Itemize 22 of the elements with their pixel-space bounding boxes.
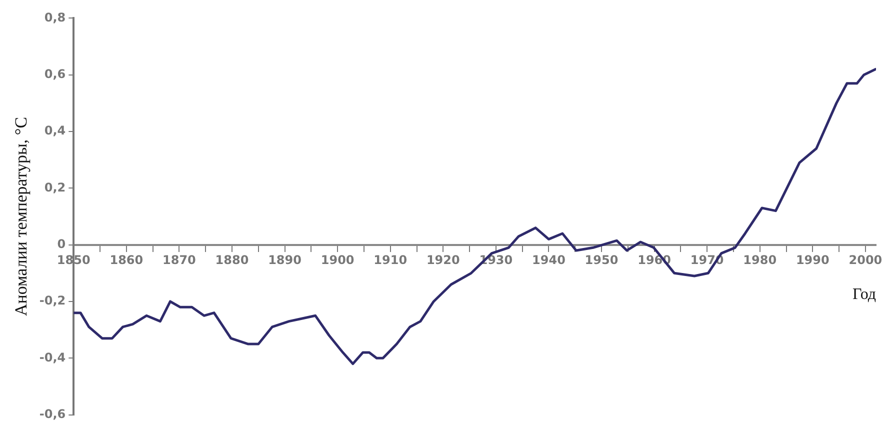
x-tick-label: 1900 <box>320 253 354 268</box>
y-tick-label: -0,2 <box>39 294 66 308</box>
x-tick-label: 1870 <box>162 253 196 268</box>
y-tick-label: 0,2 <box>44 180 66 194</box>
x-tick-label: 1880 <box>215 253 249 268</box>
x-tick-label: 1950 <box>584 253 618 268</box>
x-tick-label: 1940 <box>532 253 566 268</box>
y-tick-label: 0,8 <box>44 10 66 24</box>
y-tick-label: 0,4 <box>44 124 66 138</box>
y-tick-label: -0,4 <box>39 350 66 364</box>
x-tick-label: 1980 <box>743 253 777 268</box>
x-tick-label: 1910 <box>374 253 408 268</box>
y-tick-label: 0 <box>57 236 66 251</box>
y-tick-label: -0,6 <box>39 406 66 421</box>
x-axis-title: Год <box>852 286 876 304</box>
x-tick-label: 1890 <box>268 253 302 268</box>
x-tick-label: 1990 <box>796 253 830 268</box>
x-tick-label: 2000 <box>848 253 882 268</box>
x-tick-label: 1920 <box>426 253 460 268</box>
y-axis-title: Аномалии температуры, °C <box>12 116 31 316</box>
y-tick-label: 0,6 <box>44 66 66 81</box>
x-tick-label: 1860 <box>110 253 144 268</box>
